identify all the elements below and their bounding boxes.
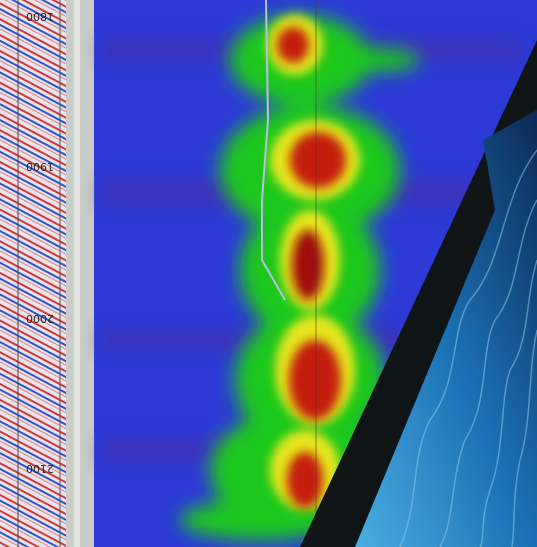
- depth-label: 2100: [26, 462, 54, 475]
- depth-label: 1800: [26, 10, 54, 23]
- depth-label: 2000: [26, 312, 54, 325]
- depth-label: 1900: [26, 160, 54, 173]
- separator-bar: [74, 0, 80, 547]
- contour-panel: [355, 110, 537, 547]
- contour-lines: [399, 149, 537, 547]
- seismic-strip: [0, 0, 66, 547]
- heatmap: [94, 0, 537, 547]
